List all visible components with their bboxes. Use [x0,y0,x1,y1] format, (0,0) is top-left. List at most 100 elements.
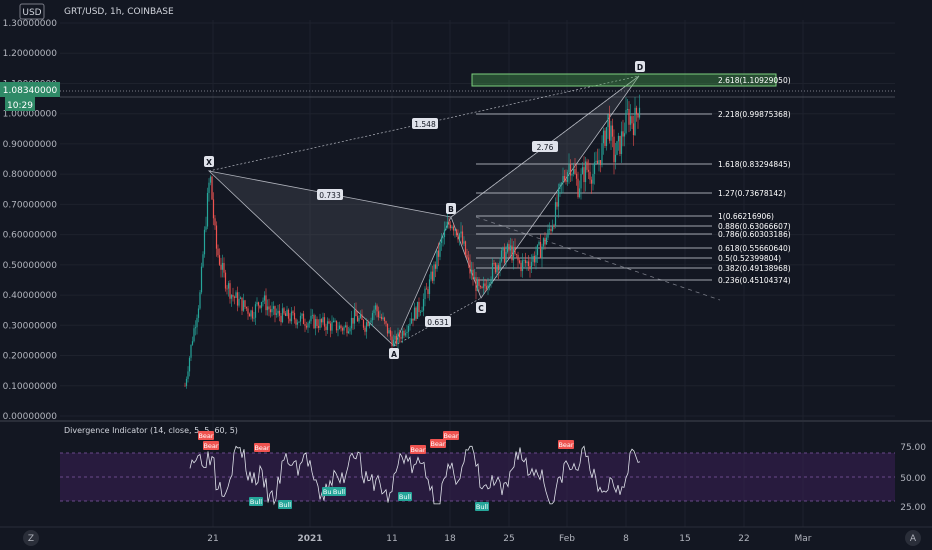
candle-body [194,327,197,329]
candle-body [245,306,248,309]
candle-body [571,174,573,176]
candle-body [265,295,267,311]
candle-body [281,308,284,323]
candle-body [556,202,558,207]
candle-body [634,107,636,136]
time-axis[interactable]: 21 2021 11 18 25 Feb 8 15 22 Mar [207,534,812,544]
current-price-badge: 1.08340000 [0,82,60,97]
candle-body [364,327,366,332]
candle-body [608,114,611,141]
time-tick-label: 2021 [297,534,322,544]
candle-body [532,255,534,262]
currency-badge[interactable]: USD [19,3,45,20]
candle-body [583,167,585,183]
bear-signal-badge [198,431,214,440]
candle-body [452,226,455,231]
candle-body [436,250,438,269]
fib-level-label: 2.218(0.99875368) [718,110,791,119]
candle-body [355,309,357,317]
candle-body [337,329,339,331]
bull-signal-label: Bull [333,488,345,496]
candle-body [305,325,308,328]
price-tick-label: 1.30000000 [3,19,58,29]
candle-body [259,305,261,308]
candle-body [208,182,210,193]
candle-body [578,188,581,198]
candle-body [440,238,443,243]
candle-body [383,317,386,322]
fib-level-label: 0.618(0.55660640) [718,244,791,253]
candle-body [263,295,266,301]
pattern-point-label: C [478,304,484,313]
candle-body [367,322,369,326]
pattern-ratio-label: 0.733 [319,191,341,200]
fib-level-label: 0.382(0.49138968) [718,264,791,273]
price-tick-label: 1.00000000 [3,110,58,120]
candle-body [385,321,387,324]
candle-body [586,161,588,170]
candle-body [428,279,431,295]
candle-body [431,271,434,281]
candle-body [491,262,494,280]
indicator-pane[interactable]: Divergence Indicator (14, close, 5, 5, 6… [60,426,926,513]
fib-level-label: 1.27(0.73678142) [718,189,786,198]
candle-body [317,325,320,328]
candle-body [589,171,591,180]
candle-body [620,131,623,154]
pattern-point-label: D [637,63,643,72]
candle-body [232,294,234,297]
candle-body [331,322,333,331]
candle-body [313,315,315,329]
candle-body [422,299,425,311]
pattern-point-badge [389,348,399,359]
candle-body [274,306,276,315]
bear-signal-label: Bear [198,432,213,440]
time-tick-label: 22 [738,534,749,544]
bear-signal-label: Bear [254,444,269,452]
candle-body [298,321,300,323]
candle-body [251,310,254,319]
candle-body [527,261,530,267]
candle-body [577,178,579,198]
candle-body [460,231,462,234]
zoom-button[interactable]: Z [23,530,39,546]
candle-body [628,109,630,125]
candle-body [212,199,215,219]
candle-body [602,130,605,144]
candle-body [395,335,398,344]
candle-body [238,298,240,306]
candle-body [461,231,464,244]
time-tick-label: 8 [623,534,629,544]
bull-signal-badge [249,497,263,506]
candle-body [506,244,509,252]
price-tick-label: 0.20000000 [3,352,58,362]
pattern-ratio-badge [425,316,451,327]
candle-body [575,173,578,179]
candle-body [419,311,422,313]
candle-body [508,244,510,251]
candle-body [479,285,482,288]
bear-signal-label: Bear [410,446,425,454]
candle-body [482,283,485,288]
candle-body [421,310,423,312]
candle-body [416,301,419,319]
candle-body [359,314,362,318]
pattern-point-label: B [448,205,454,214]
candle-body [202,254,204,267]
candle-body [502,247,504,251]
pattern-point-label: A [391,350,397,359]
fib-level-label: 0.5(0.52399804) [718,254,781,263]
candle-body [637,113,639,118]
candle-body [224,272,227,289]
candle-body [307,323,309,328]
candle-body [538,241,540,245]
candle-body [379,316,381,318]
candle-body [280,315,282,323]
auto-scale-button[interactable]: A [905,530,921,546]
fib-levels[interactable]: 2.618(1.10929050) 2.218(0.99875368) 1.618(… [471,73,791,285]
candle-body [248,313,251,317]
candle-body [250,310,252,317]
candle-body [463,241,465,244]
fib-level-label: 2.618(1.10929050) [718,76,791,85]
